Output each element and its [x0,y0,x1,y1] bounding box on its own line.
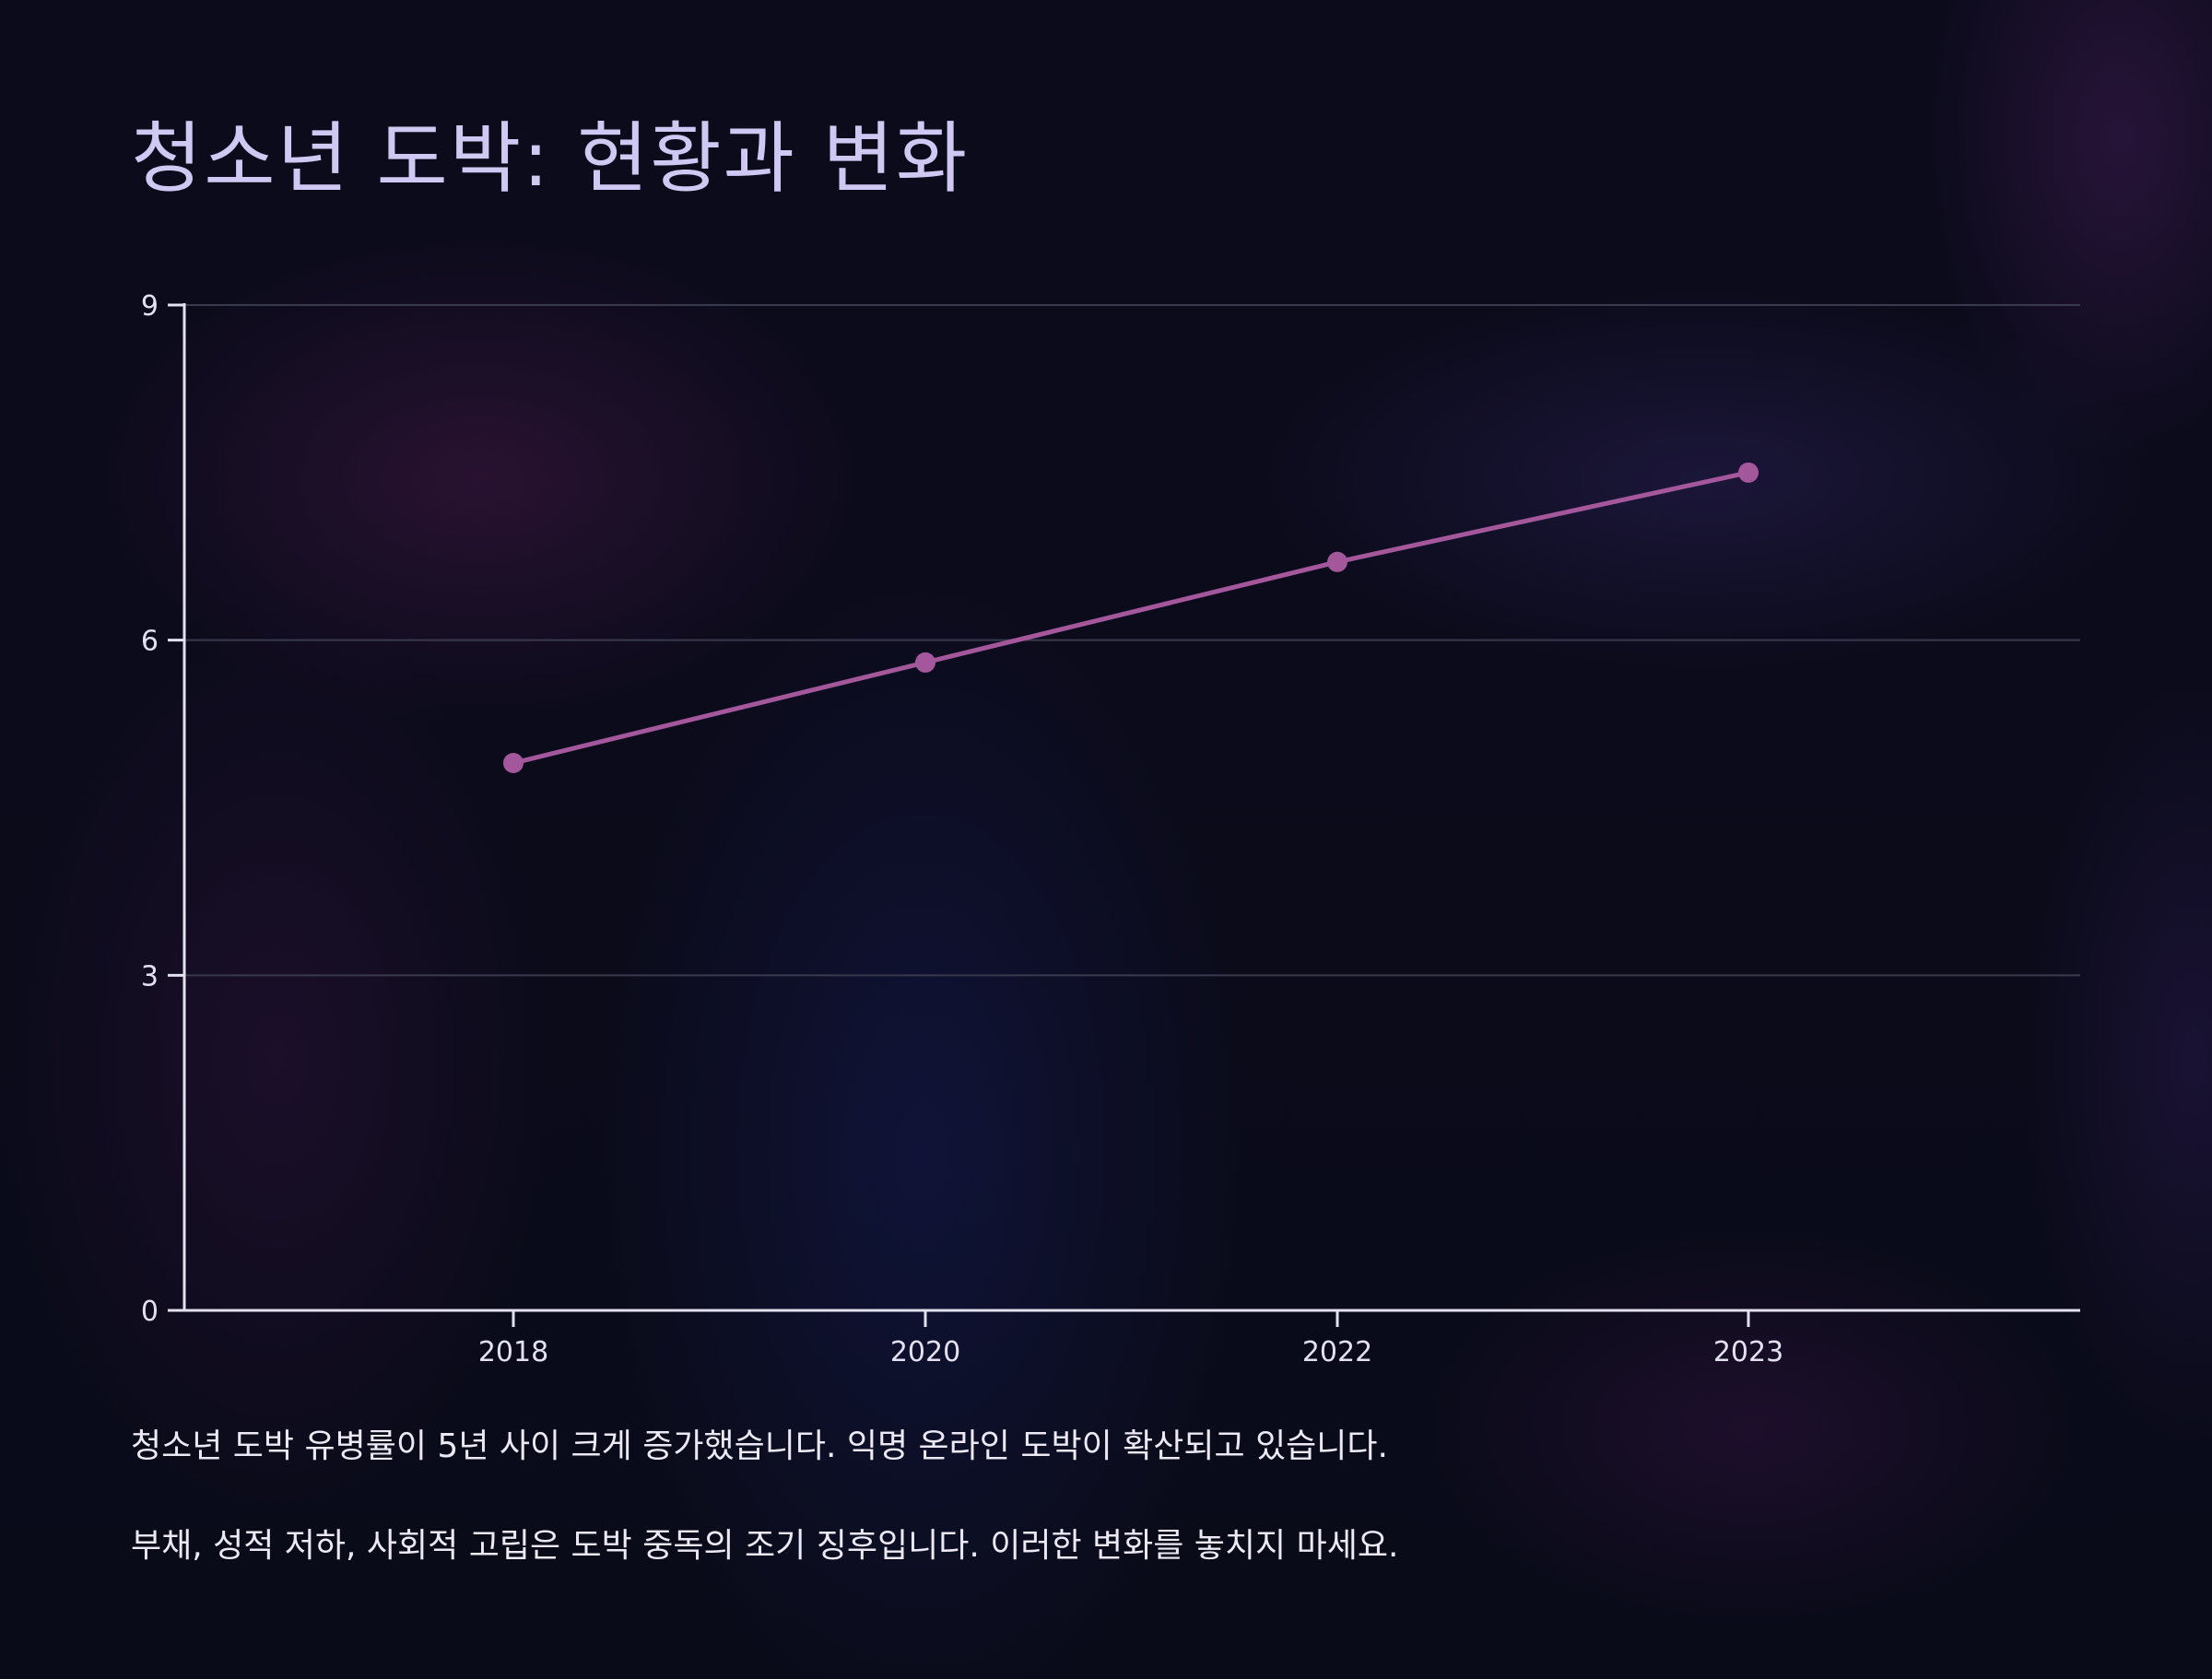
x-tick-label-2018: 2018 [478,1336,548,1368]
tick-labels: 0 3 6 9 2018 2020 2022 2023 [141,290,1783,1368]
y-tick-label-9: 9 [141,290,159,323]
chart-axes [168,303,2080,1327]
data-point-2020 [915,652,935,673]
y-tick-label-6: 6 [141,626,159,658]
series [503,462,1759,774]
summary-note-2: 부채, 성적 저하, 사회적 고립은 도박 중독의 조기 징후입니다. 이러한 … [131,1527,1399,1565]
y-tick-label-3: 3 [141,960,159,992]
page-title: 청소년 도박: 현황과 변화 [131,113,970,204]
data-point-2022 [1327,551,1347,572]
y-tick-label-0: 0 [141,1296,159,1328]
data-point-2023 [1738,462,1759,483]
grid-lines [184,304,2080,977]
x-tick-label-2022: 2022 [1302,1336,1372,1368]
x-tick-label-2020: 2020 [890,1336,960,1368]
x-tick-label-2023: 2023 [1713,1336,1783,1368]
summary-note-1: 청소년 도박 유병률이 5년 사이 크게 증가했습니다. 익명 온라인 도박이 … [131,1427,1388,1465]
data-point-2018 [503,753,524,774]
series-line [511,470,1751,766]
